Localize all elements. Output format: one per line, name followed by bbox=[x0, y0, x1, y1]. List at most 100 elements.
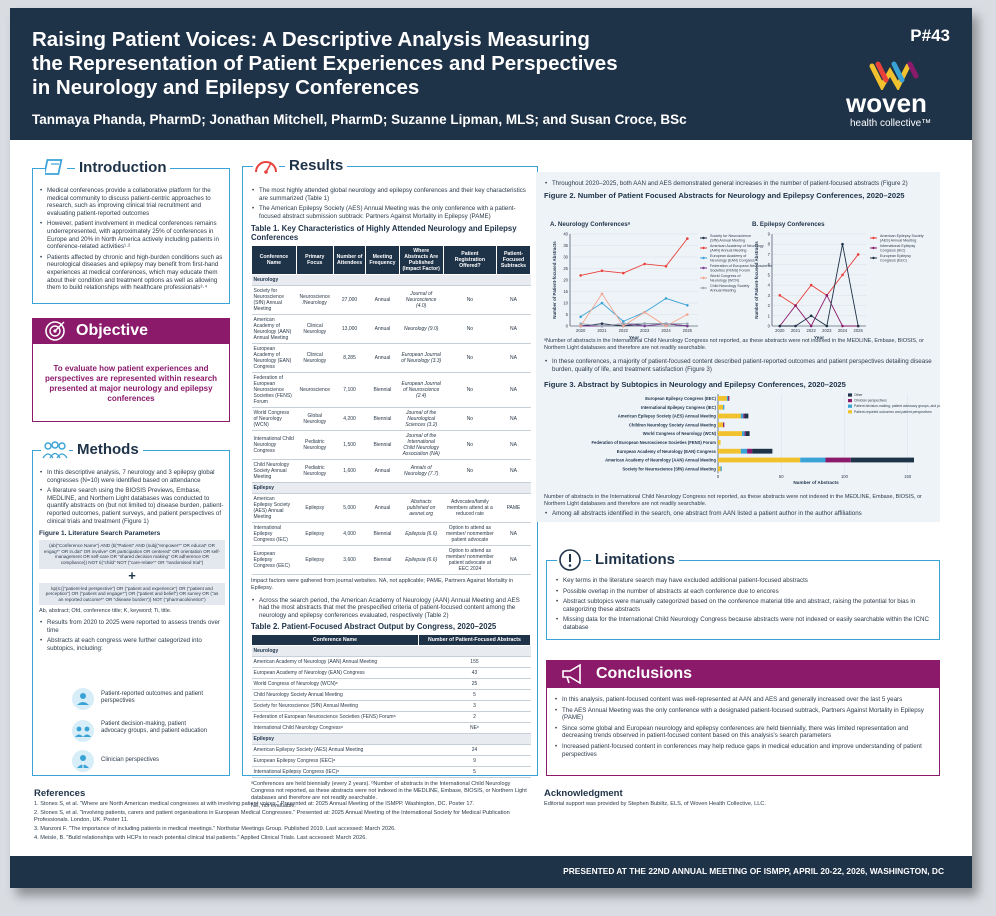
table-cell: NA bbox=[496, 545, 531, 576]
data-point bbox=[856, 253, 860, 256]
figures-bullet: Throughout 2020–2025, both AAN and AES d… bbox=[544, 180, 934, 188]
table-cell: International Child Neurology Congressᵃ bbox=[251, 722, 419, 735]
conclusions-bullets: In this analysis, patient-focused conten… bbox=[554, 696, 932, 761]
table-cell: Epilepsy bbox=[296, 522, 334, 547]
limitations-panel: Limitations Key terms in the literature … bbox=[546, 547, 940, 640]
results-bullet: Across the search period, the American A… bbox=[251, 597, 531, 620]
acknowledgment-heading: Acknowledgment bbox=[544, 788, 623, 799]
legend-label: European Academy of Neurology (EAN) Congr… bbox=[710, 254, 755, 262]
table-cell: Journal of the International Child Neuro… bbox=[399, 430, 444, 461]
data-point bbox=[622, 322, 625, 325]
table-cell: American Epilepsy Society (AES) Annual M… bbox=[251, 493, 297, 524]
x-tick-label: 2021 bbox=[597, 328, 607, 333]
subtopic-label: Clinician perspectives bbox=[101, 757, 160, 763]
category-label: American Epilepsy Society (AES) Annual M… bbox=[618, 414, 717, 419]
figures-bullet: Among all abstracts identified in the se… bbox=[544, 510, 934, 518]
y-tick-label: 9 bbox=[768, 232, 771, 237]
table-cell: NA bbox=[496, 407, 531, 432]
legend-marker bbox=[702, 276, 705, 280]
table1: Conference Name Primary Focus Number of At… bbox=[251, 245, 532, 576]
data-point bbox=[600, 301, 604, 305]
table-header-cell: Conference Name bbox=[251, 634, 419, 647]
bar-segment bbox=[718, 440, 721, 445]
table-cell: 7,100 bbox=[333, 372, 366, 409]
bar-segment bbox=[742, 431, 745, 436]
target-icon bbox=[45, 321, 65, 341]
methods-bullet: Abstracts at each congress were further … bbox=[39, 637, 225, 652]
table-cell: Child Neurology Society Annual Meeting bbox=[251, 689, 419, 702]
data-point bbox=[686, 304, 689, 307]
logo-subtitle: health collective™ bbox=[850, 118, 932, 129]
legend-label: European Epilepsy Congress (EEC) bbox=[880, 254, 911, 262]
table-row: International Child Neurology Congressᵃ N… bbox=[251, 722, 531, 735]
legend-swatch bbox=[848, 410, 852, 414]
table-group-label: Epilepsy bbox=[251, 482, 531, 495]
x-tick-label: 2024 bbox=[838, 328, 848, 333]
bar-segment bbox=[726, 396, 729, 401]
legend-marker bbox=[702, 246, 705, 250]
table-cell: 1,500 bbox=[333, 430, 366, 461]
table-cell: 4,200 bbox=[333, 407, 366, 432]
table2-note: ᵃConferences are held biennially (every … bbox=[251, 781, 527, 801]
conclusions-header: Conclusions bbox=[546, 660, 940, 688]
conclusions-bullet: In this analysis, patient-focused conten… bbox=[554, 696, 932, 704]
table-row: American Epilepsy Society (AES) Annual M… bbox=[251, 744, 531, 757]
megaphone-icon bbox=[562, 663, 581, 685]
methods-bullet: Results from 2020 to 2025 were reported … bbox=[39, 619, 225, 634]
bar-segment bbox=[718, 404, 724, 410]
x-tick-label: 2020 bbox=[576, 328, 586, 333]
data-point bbox=[794, 304, 797, 307]
table-cell: NA bbox=[496, 285, 531, 316]
woven-logo-icon bbox=[869, 61, 919, 90]
table-row: International Child Neurology Congress Pe… bbox=[251, 430, 531, 461]
table-cell: 5 bbox=[418, 689, 531, 702]
data-point bbox=[664, 324, 668, 328]
table-cell: 4,000 bbox=[333, 522, 366, 547]
table-group-label: Epilepsy bbox=[251, 733, 531, 746]
table-cell: European Journal of Neurology (3.3) bbox=[399, 343, 444, 374]
category-label: Children Neurology Society Annual Meetin… bbox=[629, 422, 717, 427]
legend-marker bbox=[872, 256, 875, 260]
table-header-cell: Meeting Frequency bbox=[365, 245, 400, 276]
data-point bbox=[643, 262, 646, 266]
table-cell: Epilepsia (6.6) bbox=[399, 522, 444, 547]
bar-segment bbox=[800, 457, 826, 463]
x-tick-label: 2024 bbox=[661, 328, 671, 333]
warning-icon bbox=[557, 547, 583, 573]
data-point bbox=[664, 297, 668, 300]
data-point bbox=[856, 324, 860, 328]
x-tick-label: 150 bbox=[904, 474, 912, 479]
data-point bbox=[686, 322, 689, 325]
search-box-1: (ab("Conference Name") AND (ti("Patient"… bbox=[39, 540, 225, 569]
methods-bullet: In this descriptive analysis, 7 neurolog… bbox=[39, 469, 225, 484]
table-group-row: Epilepsy bbox=[251, 733, 531, 746]
table-cell: No bbox=[443, 430, 497, 461]
footer-text: PRESENTED AT THE 22ND ANNUAL MEETING OF … bbox=[563, 866, 944, 876]
table-cell: PAME bbox=[496, 493, 531, 524]
footer: PRESENTED AT THE 22ND ANNUAL MEETING OF … bbox=[10, 856, 972, 888]
table-row: World Congress of Neurology (WCN)ᵃ 25 bbox=[251, 678, 531, 691]
legend-label: Federation of European Neuroscience Socie… bbox=[710, 264, 772, 272]
conclusions-bullet: Since some global and European neurology… bbox=[554, 725, 932, 740]
legend-marker bbox=[872, 246, 875, 250]
data-point bbox=[622, 320, 625, 323]
data-point bbox=[643, 310, 646, 314]
data-point bbox=[778, 294, 782, 297]
objective-text: To evaluate how patient experiences and … bbox=[44, 364, 218, 403]
results-bullet: The most highly attended global neurolog… bbox=[251, 187, 531, 202]
x-tick-label: 2022 bbox=[619, 328, 629, 333]
table-cell: Society for Neuroscience (SfN) Annual Me… bbox=[251, 700, 419, 713]
table-cell: No bbox=[443, 372, 497, 409]
table-cell: Annual bbox=[365, 314, 400, 345]
table-group-row: Epilepsy bbox=[251, 482, 531, 495]
table-cell: Annual bbox=[365, 285, 400, 316]
data-point bbox=[686, 324, 689, 328]
data-point bbox=[825, 294, 829, 297]
x-tick-label: 100 bbox=[841, 474, 849, 479]
methods-heading: Methods bbox=[73, 441, 143, 458]
legend-label: American Academy of Neurology (AAN) Annua… bbox=[710, 244, 764, 252]
data-point bbox=[841, 324, 844, 328]
y-tick-label: 30 bbox=[563, 255, 568, 260]
data-point bbox=[686, 237, 689, 240]
logo-word: woven bbox=[846, 88, 927, 118]
